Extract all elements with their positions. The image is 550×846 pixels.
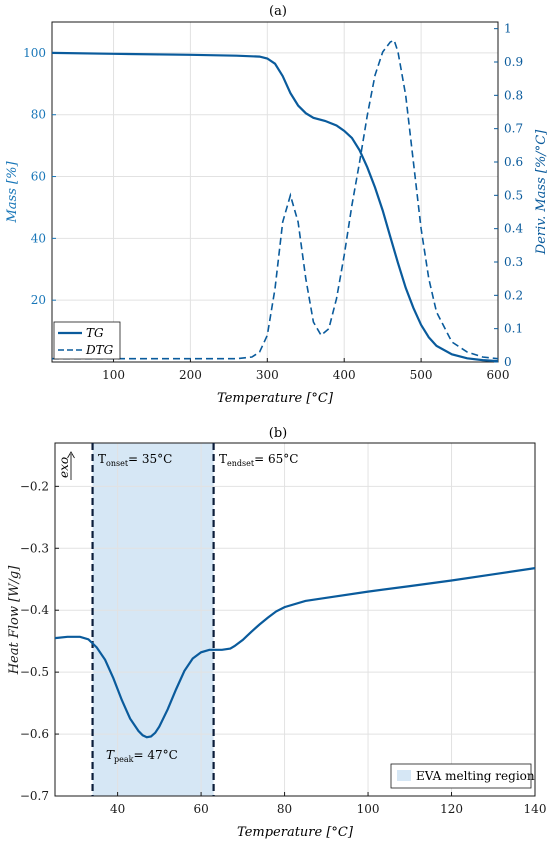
chart-a-title: (a) bbox=[269, 4, 287, 19]
x-tick-label: 40 bbox=[110, 802, 125, 816]
chart-a-ylabel: Mass [%] bbox=[5, 161, 20, 224]
dtg-line bbox=[52, 39, 499, 360]
exo-indicator: exo bbox=[57, 451, 75, 480]
chart-a-y2-ticks: 0 0.1 0.2 0.3 0.4 0.5 0.6 0.7 0.8 0.9 1 bbox=[494, 22, 523, 369]
legend-dtg-label: DTG bbox=[85, 343, 114, 357]
legend-region-swatch bbox=[397, 770, 411, 781]
y2-tick-label: 0.8 bbox=[504, 88, 523, 102]
y-tick-label: −0.3 bbox=[20, 541, 49, 555]
y-tick-label: 40 bbox=[31, 231, 46, 245]
y2-tick-label: 0.6 bbox=[504, 155, 523, 169]
melting-region bbox=[92, 443, 214, 796]
onset-t: T bbox=[98, 452, 106, 466]
y2-tick-label: 0.2 bbox=[504, 288, 523, 302]
exo-arrow-head-icon bbox=[67, 451, 75, 459]
chart-b-ylabel: Heat Flow [W/g] bbox=[7, 565, 22, 676]
y2-tick-label: 0.7 bbox=[504, 122, 523, 136]
chart-b: (b) 40 60 80 100 120 140 −0.7 −0.6 −0.5 −0.4 −0.3… bbox=[7, 426, 546, 840]
y-tick-label: 60 bbox=[31, 170, 46, 184]
y-tick-label: 100 bbox=[23, 46, 46, 60]
y-tick-label: 80 bbox=[31, 108, 46, 122]
x-tick-label: 500 bbox=[410, 368, 433, 382]
x-tick-label: 100 bbox=[102, 368, 125, 382]
x-tick-label: 80 bbox=[277, 802, 292, 816]
chart-a-xlabel: Temperature [°C] bbox=[217, 391, 334, 406]
endset-sub: endset bbox=[227, 459, 255, 468]
exo-label: exo bbox=[57, 457, 71, 478]
legend-tg-label: TG bbox=[86, 326, 104, 340]
peak-annotation: Tpeak= 47°C bbox=[106, 748, 178, 764]
chart-a-y2label: Deriv. Mass [%/°C] bbox=[534, 129, 549, 255]
chart-b-x-ticks: 40 60 80 100 120 140 bbox=[110, 792, 546, 816]
x-tick-label: 400 bbox=[333, 368, 356, 382]
y2-tick-label: 0 bbox=[504, 355, 512, 369]
onset-annotation: Tonset= 35°C bbox=[98, 452, 172, 468]
onset-sub: onset bbox=[106, 459, 129, 468]
y-tick-label: −0.7 bbox=[20, 789, 49, 803]
y2-tick-label: 0.9 bbox=[504, 55, 523, 69]
y2-tick-label: 0.3 bbox=[504, 255, 523, 269]
peak-t: T bbox=[106, 748, 115, 762]
y2-tick-label: 0.5 bbox=[504, 188, 523, 202]
legend-box bbox=[53, 321, 121, 360]
endset-annotation: Tendset= 65°C bbox=[219, 452, 298, 468]
peak-val: = 47°C bbox=[134, 748, 178, 762]
x-tick-label: 120 bbox=[440, 802, 463, 816]
chart-b-y-ticks: −0.7 −0.6 −0.5 −0.4 −0.3 −0.2 bbox=[20, 479, 59, 803]
chart-a-legend: TG DTG bbox=[53, 321, 121, 360]
x-tick-label: 140 bbox=[524, 802, 547, 816]
chart-b-title: (b) bbox=[269, 426, 287, 441]
y-tick-label: −0.6 bbox=[20, 727, 49, 741]
x-tick-label: 60 bbox=[193, 802, 208, 816]
y-tick-label: −0.2 bbox=[20, 479, 49, 493]
chart-a-frame bbox=[51, 21, 499, 363]
x-tick-label: 200 bbox=[179, 368, 202, 382]
y2-tick-label: 0.1 bbox=[504, 322, 523, 336]
heat-flow-line bbox=[54, 567, 536, 739]
x-tick-label: 100 bbox=[357, 802, 380, 816]
y-tick-label: 20 bbox=[31, 293, 46, 307]
tg-line bbox=[51, 51, 499, 363]
chart-b-frame bbox=[54, 442, 536, 797]
x-tick-label: 300 bbox=[256, 368, 279, 382]
y2-tick-label: 0.4 bbox=[504, 222, 523, 236]
y-tick-label: −0.4 bbox=[20, 603, 50, 617]
peak-sub: peak bbox=[114, 755, 134, 764]
chart-a-y-ticks: 20 40 60 80 100 bbox=[23, 46, 56, 307]
y2-tick-label: 1 bbox=[504, 22, 512, 36]
chart-a-x-ticks: 100 200 300 400 500 600 bbox=[102, 358, 509, 382]
chart-b-legend: EVA melting region bbox=[390, 763, 535, 789]
endset-t: T bbox=[219, 452, 227, 466]
legend-region-label: EVA melting region bbox=[416, 769, 535, 783]
endset-val: = 65°C bbox=[254, 452, 298, 466]
y-tick-label: −0.5 bbox=[20, 665, 49, 679]
chart-b-xlabel: Temperature [°C] bbox=[237, 825, 354, 840]
chart-a-grid bbox=[52, 22, 499, 362]
legend-b-box bbox=[390, 763, 532, 789]
onset-val: = 35°C bbox=[128, 452, 172, 466]
x-tick-label: 600 bbox=[487, 368, 510, 382]
